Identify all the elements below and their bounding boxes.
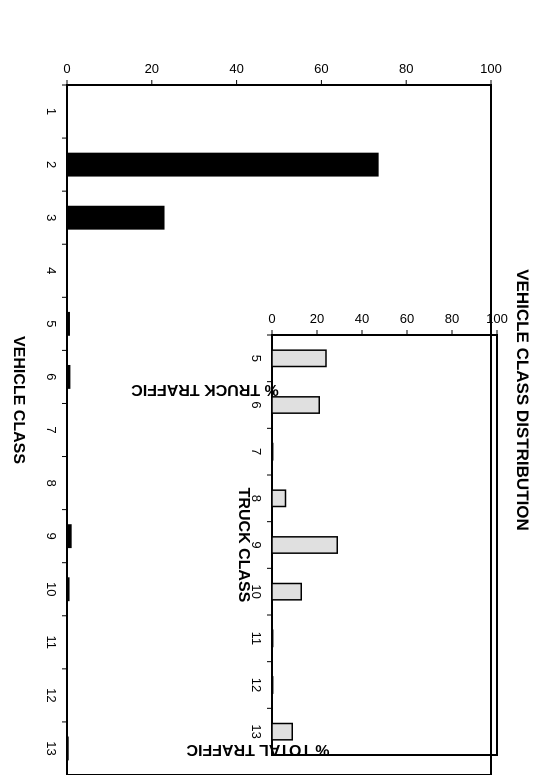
main-y-ticks: 0 20 40 60 80 100: [63, 61, 502, 85]
inset-bars-group: [271, 349, 338, 741]
inset-x-ticks: 5 6 7 8 9 10 11 12 13: [249, 334, 272, 739]
inset-x-tick-label: 9: [249, 541, 264, 548]
inset-bar-class-12: [271, 676, 274, 694]
inset-y-tick-label: 80: [445, 311, 459, 326]
main-bar-class-2: [66, 152, 379, 177]
main-x-tick-label: 2: [44, 161, 59, 168]
inset-x-tick-label: 8: [249, 495, 264, 502]
main-bar-class-9: [67, 524, 72, 549]
main-bar-class-3: [66, 205, 165, 230]
main-y-tick-label: 20: [145, 61, 159, 76]
inset-x-tick-label: 7: [249, 448, 264, 455]
main-x-tick-label: 10: [44, 582, 59, 596]
inset-x-tick-label: 11: [249, 632, 264, 646]
inset-x-tick-label: 13: [249, 724, 264, 738]
main-x-tick-label: 12: [44, 688, 59, 702]
inset-bar-class-5: [271, 349, 327, 368]
inset-y-tick-label: 0: [268, 311, 275, 326]
main-x-tick-label: 1: [44, 108, 59, 115]
main-x-tick-label: 13: [44, 741, 59, 755]
main-bar-class-13: [67, 736, 69, 761]
main-bar-class-5: [66, 311, 70, 336]
inset-y-ticks: 0 20 40 60 80 100: [268, 311, 508, 335]
inset-bar-class-7: [271, 442, 274, 461]
inset-bar-class-10: [271, 582, 302, 601]
inset-bar-class-9: [271, 536, 338, 554]
main-y-axis-label: % TOTAL TRAFFIC: [186, 741, 330, 758]
inset-y-tick-label: 60: [400, 311, 414, 326]
main-x-tick-label: 8: [44, 479, 59, 486]
main-bars-group: [66, 99, 379, 761]
main-y-tick-label: 100: [480, 61, 502, 76]
main-bar-class-1: [66, 99, 68, 124]
main-bar-class-10: [67, 577, 70, 602]
main-y-tick-label: 60: [314, 61, 328, 76]
inset-bar-class-11: [271, 629, 274, 648]
main-y-tick-label: 40: [229, 61, 243, 76]
inset-y-tick-label: 100: [486, 311, 508, 326]
main-x-tick-label: 6: [44, 373, 59, 380]
inset-x-axis-label: TRUCK CLASS: [235, 488, 252, 603]
inset-bar-class-13: [271, 722, 293, 741]
inset-y-axis-label: % TRUCK TRAFFIC: [131, 381, 279, 398]
main-y-tick-label: 0: [63, 61, 70, 76]
main-bar-class-6: [66, 364, 71, 389]
chart-title: VEHICLE CLASS DISTRIBUTION: [513, 269, 532, 531]
inset-y-tick-label: 40: [355, 311, 369, 326]
main-x-tick-label: 11: [44, 636, 59, 650]
main-x-tick-label: 4: [44, 267, 59, 274]
main-x-tick-label: 7: [44, 426, 59, 433]
main-x-tick-label: 3: [44, 214, 59, 221]
inset-x-tick-label: 6: [249, 401, 264, 408]
inset-y-tick-label: 20: [310, 311, 324, 326]
inset-bar-class-8: [271, 489, 287, 508]
main-y-tick-label: 80: [399, 61, 413, 76]
inset-bar-class-6: [271, 396, 320, 414]
main-plot-frame: [66, 84, 492, 775]
inset-x-tick-label: 12: [249, 678, 264, 692]
inset-x-tick-label: 10: [249, 584, 264, 598]
main-x-tick-label: 5: [44, 320, 59, 327]
main-x-axis-label: VEHICLE CLASS: [10, 336, 27, 464]
main-x-tick-label: 9: [44, 533, 59, 540]
inset-x-tick-label: 5: [249, 355, 264, 362]
